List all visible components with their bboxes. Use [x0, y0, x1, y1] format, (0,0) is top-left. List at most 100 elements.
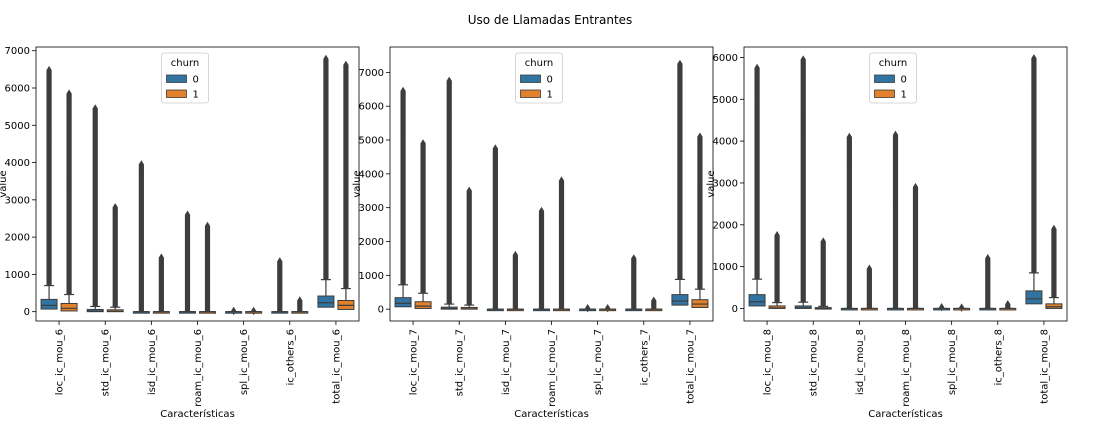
- y-tick-label: 1000: [713, 262, 738, 273]
- box-isd_ic_mou_7-churn-0: [486, 144, 504, 312]
- outlier-cluster: [297, 300, 303, 312]
- outlier-cluster: [466, 190, 472, 306]
- box-ic_others_8-churn-0: [979, 254, 997, 311]
- outlier-point: [343, 60, 349, 70]
- outlier-cluster: [46, 70, 52, 286]
- box-std_ic_mou_6-churn-0: [86, 104, 104, 313]
- box-isd_ic_mou_8-churn-1: [860, 264, 878, 311]
- box-total_ic_mou_7-churn-1: [691, 132, 709, 308]
- outlier-point: [800, 55, 806, 64]
- x-tick-label: loc_ic_mou_8: [763, 329, 774, 395]
- outlier-point: [677, 59, 683, 69]
- outlier-point: [323, 54, 329, 64]
- y-tick-label: 5000: [713, 95, 738, 106]
- box-body: [414, 301, 432, 309]
- outlier-point: [66, 177, 72, 186]
- x-tick-label: std_ic_mou_6: [101, 329, 112, 396]
- x-tick-label: ic_others_7: [639, 329, 650, 386]
- y-tick-label: 7000: [359, 68, 384, 79]
- box-roam_ic_mou_8-churn-1: [907, 182, 924, 311]
- outlier-point: [46, 130, 52, 139]
- box-std_ic_mou_7-churn-1: [460, 186, 478, 310]
- x-tick-label: spl_ic_mou_7: [593, 329, 604, 395]
- outlier-point: [343, 177, 349, 186]
- outlier-point: [492, 144, 498, 153]
- outlier-point: [912, 182, 919, 192]
- x-axis-label: Características: [160, 408, 235, 420]
- outlier-point: [46, 65, 52, 75]
- legend-label-0: 0: [901, 75, 907, 86]
- box-body: [748, 294, 766, 307]
- outlier-point: [1031, 82, 1037, 91]
- outlier-point: [184, 210, 191, 219]
- outlier-cluster: [112, 207, 118, 308]
- outlier-point: [1031, 61, 1037, 71]
- box-loc_ic_mou_8-churn-0: [748, 63, 766, 307]
- figure-title: Uso de Llamadas Entrantes: [468, 13, 633, 27]
- legend: churn 0 1: [161, 52, 209, 104]
- outlier-cluster: [277, 261, 283, 312]
- outlier-cluster: [985, 258, 991, 309]
- legend-swatch-0: [520, 74, 541, 83]
- outlier-point: [866, 264, 872, 273]
- outlier-point: [820, 237, 826, 246]
- chart-panel-3: 0 1000 2000 3000 4000 5000 6000 value Caracterís…: [706, 46, 1068, 420]
- outlier-point: [892, 201, 899, 211]
- outlier-cluster: [343, 64, 349, 289]
- outlier-point: [46, 135, 52, 145]
- box-isd_ic_mou_6-churn-1: [152, 253, 170, 314]
- outlier-point: [251, 306, 257, 316]
- box-body: [40, 298, 58, 310]
- outlier-point: [400, 86, 406, 96]
- x-tick-label: spl_ic_mou_6: [239, 329, 250, 395]
- chart-panel-1: 0 1000 2000 3000 4000 5000 6000 7000 value Caract…: [0, 46, 360, 420]
- outlier-cluster: [558, 180, 565, 310]
- outlier-point: [231, 306, 237, 316]
- outlier-cluster: [512, 255, 518, 310]
- outlier-cluster: [92, 108, 98, 307]
- x-axis-label: Características: [868, 408, 943, 420]
- outlier-cluster: [754, 67, 760, 280]
- box-total_ic_mou_8-churn-0: [1025, 54, 1043, 305]
- legend-label-0: 0: [547, 75, 553, 86]
- box-body: [60, 302, 78, 312]
- outlier-cluster: [1031, 58, 1037, 273]
- outlier-point: [1031, 54, 1037, 63]
- outlier-point: [558, 176, 565, 185]
- x-tick-label: total_ic_mou_8: [1039, 329, 1050, 404]
- box-spl_ic_mou_8-churn-0: [933, 302, 951, 312]
- outlier-point: [204, 221, 211, 231]
- box-std_ic_mou_8-churn-0: [794, 55, 812, 309]
- outlier-point: [466, 186, 472, 195]
- outlier-cluster: [158, 257, 164, 312]
- box-body: [394, 297, 412, 308]
- legend-swatch-1: [166, 89, 187, 98]
- y-tick-label: 4000: [5, 158, 30, 169]
- outlier-point: [400, 125, 406, 135]
- y-tick-label: 0: [732, 304, 738, 315]
- outlier-point: [492, 181, 498, 190]
- legend-swatch-1: [874, 89, 895, 98]
- outlier-point: [697, 132, 703, 141]
- box-loc_ic_mou_7-churn-0: [394, 86, 412, 308]
- legend-label-1: 1: [901, 90, 907, 101]
- box-spl_ic_mou_6-churn-1: [245, 306, 263, 316]
- outlier-point: [512, 250, 518, 260]
- outlier-point: [323, 102, 329, 111]
- outlier-cluster: [323, 58, 329, 280]
- box-total_ic_mou_8-churn-1: [1045, 224, 1063, 309]
- box-body: [1045, 303, 1063, 309]
- x-tick-label: total_ic_mou_6: [331, 329, 342, 404]
- outlier-point: [985, 254, 991, 263]
- box-isd_ic_mou_6-churn-0: [132, 160, 150, 314]
- box-ic_others_7-churn-0: [625, 254, 643, 312]
- y-tick-label: 3000: [359, 203, 384, 214]
- box-spl_ic_mou_7-churn-1: [599, 303, 617, 313]
- outlier-cluster: [892, 134, 899, 309]
- outlier-cluster: [774, 235, 780, 303]
- outlier-cluster: [420, 143, 426, 294]
- y-axis-label: value: [352, 170, 363, 197]
- box-roam_ic_mou_8-churn-0: [887, 130, 904, 311]
- x-tick-label: isd_ic_mou_8: [855, 329, 866, 395]
